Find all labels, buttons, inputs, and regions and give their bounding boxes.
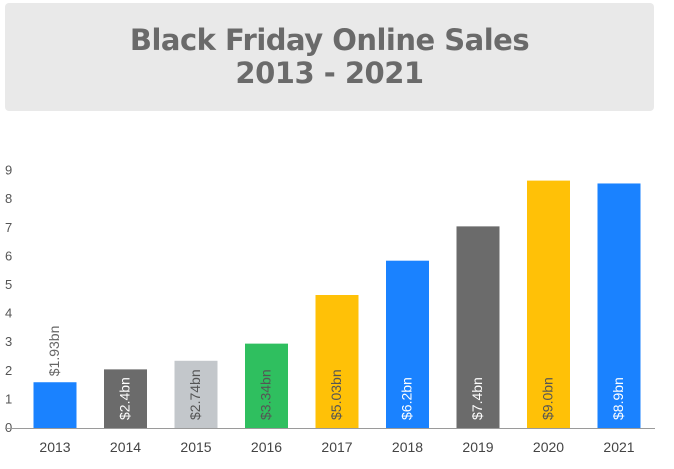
y-tick-label: 2	[5, 363, 12, 378]
x-tick-label: 2021	[603, 439, 634, 455]
data-label-2021: $8.9bn	[610, 377, 626, 420]
bar-2018	[386, 260, 429, 428]
x-tick-label: 2020	[533, 439, 564, 455]
data-label-2014: $2.4bn	[117, 377, 133, 420]
y-tick-label: 5	[5, 277, 12, 292]
data-label-2017: $5.03bn	[328, 369, 344, 420]
data-label-2019: $7.4bn	[469, 377, 485, 420]
data-label-2018: $6.2bn	[399, 377, 415, 420]
data-label-2015: $2.74bn	[187, 369, 203, 420]
chart-title: Black Friday Online Sales	[129, 23, 530, 57]
chart-subtitle: 2013 - 2021	[235, 56, 424, 90]
y-tick-label: 7	[5, 220, 12, 235]
x-tick-label: 2016	[251, 439, 282, 455]
bar-2017	[315, 295, 359, 428]
bar-2019	[456, 226, 500, 428]
y-tick-label: 6	[5, 248, 12, 263]
x-tick-label: 2017	[321, 439, 352, 455]
bar-2013	[33, 382, 77, 428]
y-tick-label: 8	[5, 191, 12, 206]
x-tick-label: 2015	[180, 439, 211, 455]
data-label-2013: $1.93bn	[46, 326, 62, 377]
x-tick-label: 2014	[110, 439, 141, 455]
bar-2016	[245, 343, 288, 428]
x-tick-label: 2019	[462, 439, 493, 455]
y-tick-label: 3	[5, 334, 12, 349]
y-tick-label: 9	[5, 163, 12, 178]
bar-2015	[174, 360, 218, 428]
bar-2014	[104, 369, 147, 428]
y-tick-label: 0	[5, 420, 12, 435]
title-panel: Black Friday Online Sales 2013 - 2021	[5, 3, 654, 111]
y-tick-label: 4	[5, 306, 12, 321]
data-label-2016: $3.34bn	[258, 369, 274, 420]
x-tick-label: 2013	[39, 439, 70, 455]
x-tick-label: 2018	[392, 439, 423, 455]
bar-2020	[527, 180, 570, 428]
y-tick-label: 1	[5, 391, 12, 406]
data-label-2020: $9.0bn	[540, 377, 556, 420]
bar-2021	[597, 183, 641, 428]
